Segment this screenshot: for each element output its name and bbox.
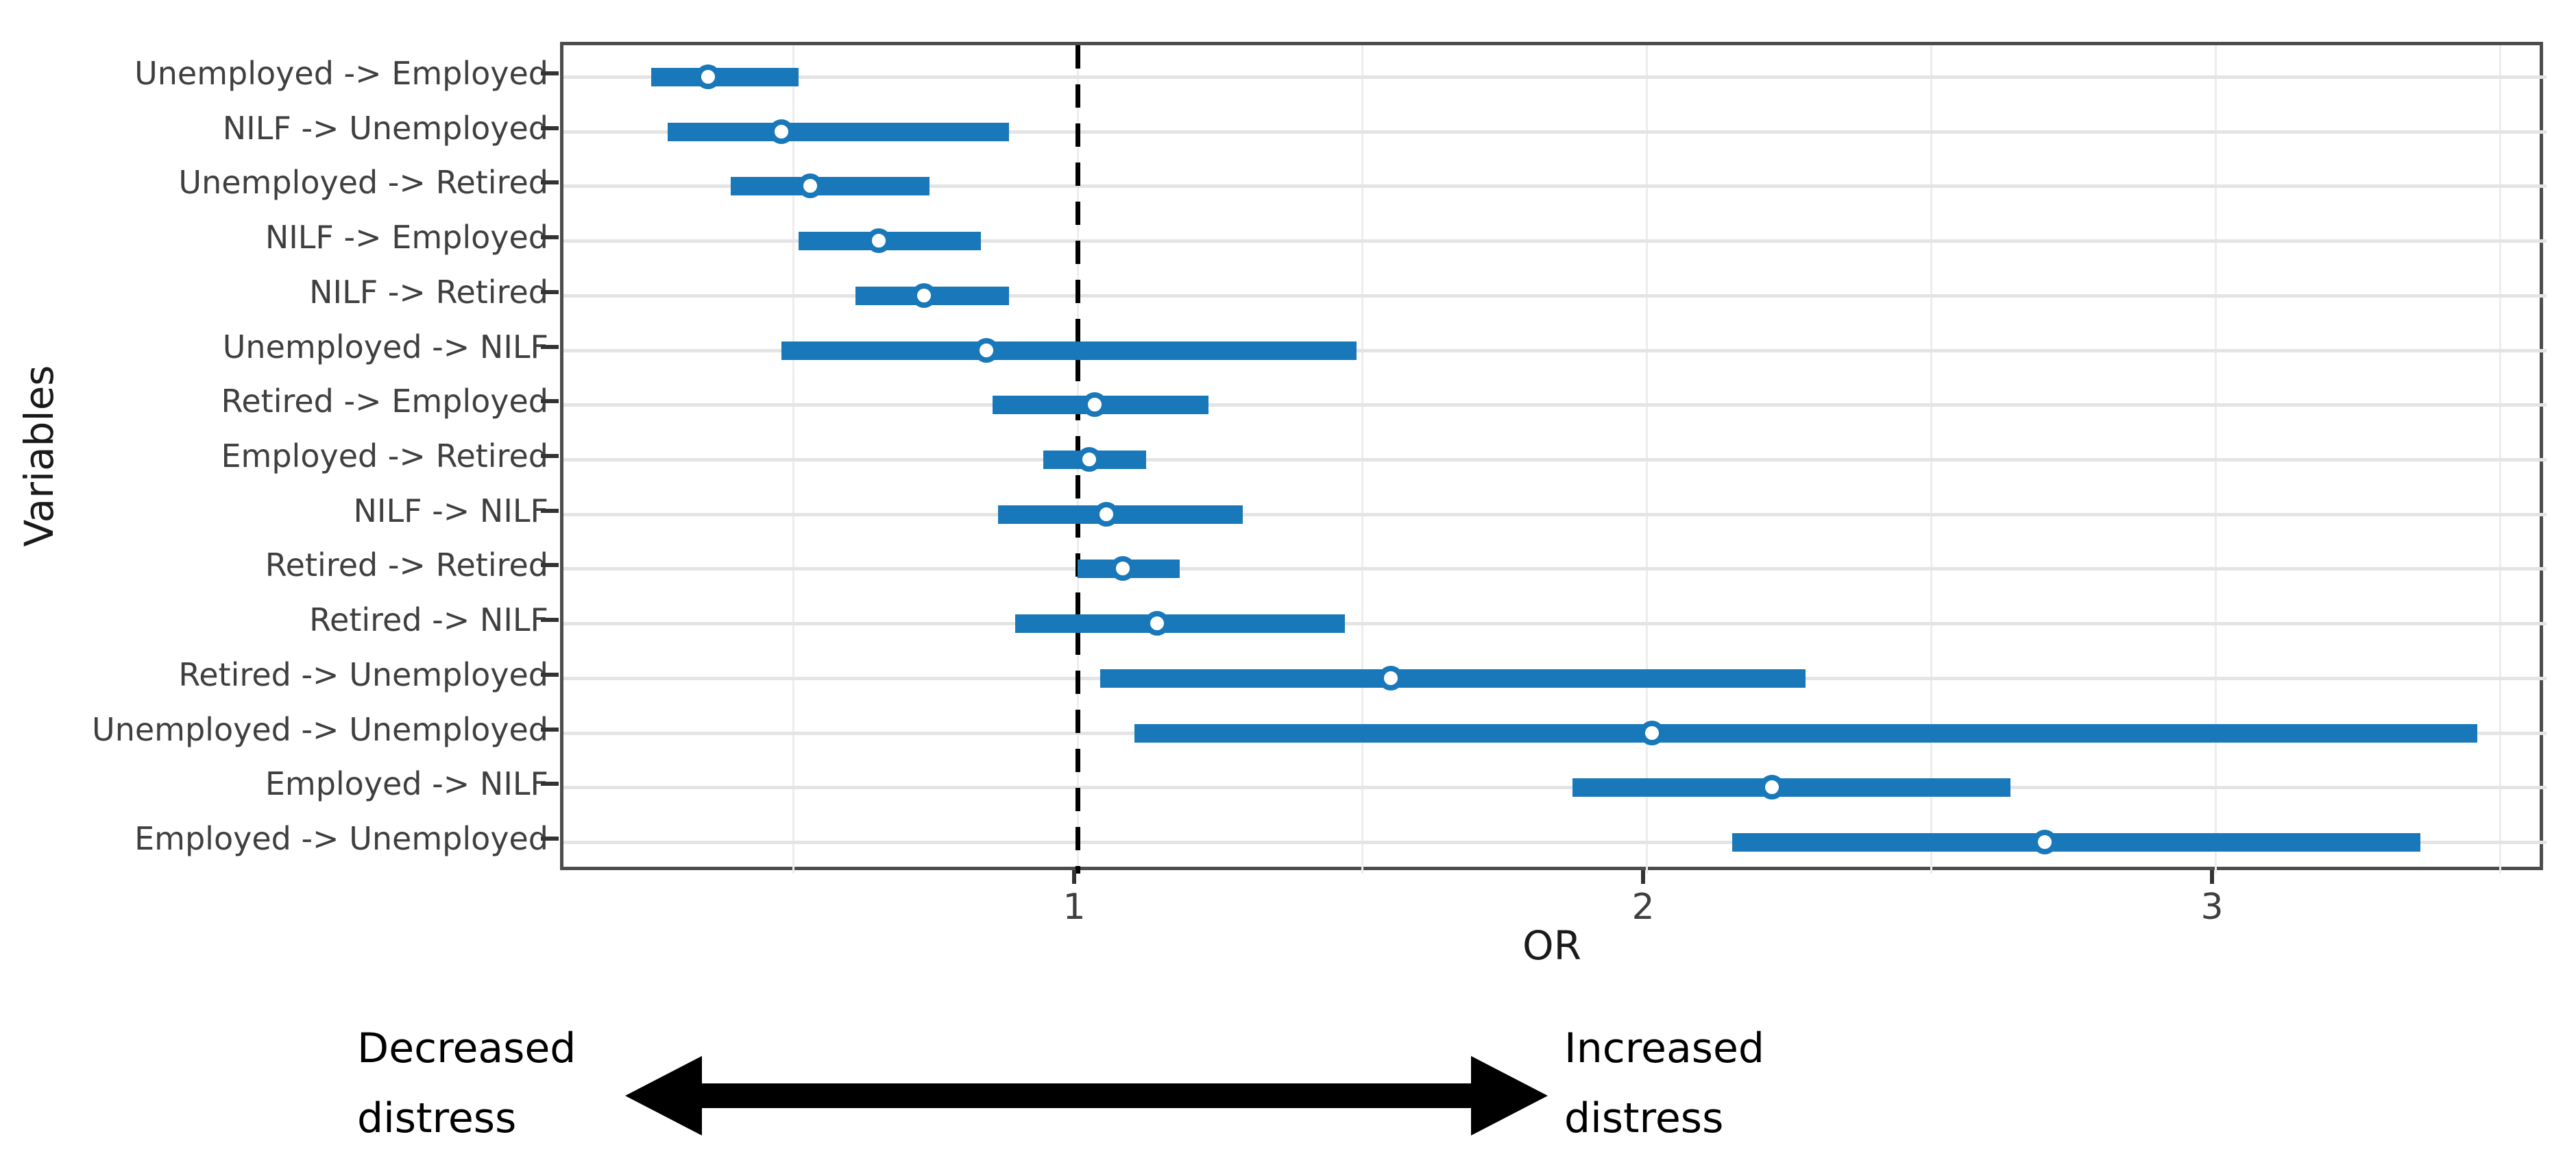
ci-bar: [1731, 833, 2420, 852]
x-tick-label: 2: [1631, 887, 1655, 928]
point-estimate-marker: [1082, 392, 1107, 418]
ci-bar: [997, 505, 1243, 524]
y-tick-mark: [541, 180, 559, 185]
x-tick-mark: [2210, 870, 2214, 884]
y-tick-mark: [541, 618, 559, 623]
y-tick-label: Employed -> NILF: [265, 765, 548, 803]
annotation-increased-line1: Increased: [1564, 1024, 1765, 1072]
point-estimate-marker: [1076, 447, 1102, 472]
y-tick-label: Unemployed -> Unemployed: [92, 710, 548, 748]
y-tick-mark: [541, 125, 559, 130]
horizontal-gridline: [563, 458, 2547, 461]
y-tick-mark: [541, 399, 559, 404]
y-tick-mark: [541, 508, 559, 513]
y-tick-mark: [541, 344, 559, 349]
annotation-decreased-distress: Decreased distress: [357, 1013, 576, 1153]
annotation-decreased-line1: Decreased: [357, 1024, 576, 1072]
y-tick-label: Retired -> Unemployed: [178, 656, 548, 693]
horizontal-gridline: [563, 130, 2547, 134]
point-estimate-marker: [1640, 720, 1665, 745]
point-estimate-marker: [797, 173, 823, 199]
horizontal-gridline: [563, 293, 2547, 298]
horizontal-gridline: [563, 512, 2547, 516]
point-estimate-marker: [866, 228, 891, 254]
x-tick-label: 1: [1062, 887, 1086, 928]
ci-bar: [668, 122, 1010, 141]
ci-bar: [1134, 723, 2477, 743]
point-estimate-marker: [1093, 501, 1119, 527]
ci-bar: [1572, 778, 2011, 797]
horizontal-gridline: [563, 348, 2547, 352]
y-tick-label: NILF -> Employed: [265, 219, 548, 256]
horizontal-gridline: [563, 786, 2547, 790]
annotation-increased-distress: Increased distress: [1564, 1013, 1764, 1153]
y-tick-mark: [541, 289, 559, 294]
point-estimate-marker: [2032, 830, 2057, 854]
y-tick-mark: [541, 727, 559, 732]
ci-bar: [651, 68, 799, 86]
horizontal-gridline: [563, 841, 2547, 844]
horizontal-gridline: [563, 75, 2547, 79]
annotation-decreased-line2: distress: [357, 1094, 517, 1142]
x-axis-title: OR: [1522, 922, 1581, 969]
x-tick-label: 3: [2200, 887, 2224, 928]
y-tick-mark: [541, 837, 559, 841]
point-estimate-marker: [1110, 556, 1136, 581]
y-tick-mark: [541, 563, 559, 568]
arrow-head-right-icon: [1471, 1056, 1548, 1136]
ci-bar: [1100, 669, 1806, 688]
point-estimate-marker: [1378, 665, 1403, 690]
point-estimate-marker: [1145, 611, 1170, 636]
arrow-head-left-icon: [625, 1056, 702, 1136]
plot-panel: [560, 42, 2547, 874]
horizontal-gridline: [563, 622, 2547, 626]
point-estimate-marker: [1759, 775, 1784, 800]
point-estimate-marker: [695, 64, 720, 89]
y-tick-mark: [541, 782, 559, 786]
horizontal-gridline: [563, 184, 2547, 189]
point-estimate-marker: [769, 119, 794, 144]
x-tick-mark: [1072, 870, 1076, 884]
y-tick-label: Unemployed -> Employed: [134, 55, 548, 92]
x-tick-mark: [1641, 870, 1645, 884]
y-tick-mark: [541, 71, 559, 75]
y-tick-label: NILF -> Unemployed: [222, 109, 548, 147]
y-tick-label: Unemployed -> NILF: [222, 328, 548, 365]
y-tick-label: Employed -> Retired: [221, 437, 548, 475]
y-axis-title: Variables: [16, 365, 62, 547]
ci-bar: [781, 341, 1357, 360]
y-tick-label: Retired -> Retired: [265, 547, 548, 584]
y-tick-label: Unemployed -> Retired: [178, 164, 548, 202]
horizontal-gridline: [563, 403, 2547, 407]
horizontal-gridline: [563, 567, 2547, 571]
y-tick-label: Employed -> Unemployed: [134, 820, 548, 857]
y-tick-label: NILF -> NILF: [353, 492, 548, 529]
ci-bar: [1014, 614, 1346, 634]
y-tick-mark: [541, 235, 559, 240]
y-tick-mark: [541, 454, 559, 458]
horizontal-gridline: [563, 239, 2547, 243]
y-tick-label: NILF -> Retired: [309, 273, 548, 311]
ci-bar: [730, 177, 930, 196]
y-tick-label: Retired -> Employed: [221, 383, 548, 420]
annotation-increased-line2: distress: [1564, 1094, 1724, 1142]
point-estimate-marker: [974, 337, 999, 363]
double-arrow-shaft: [685, 1083, 1494, 1108]
y-tick-label: Retired -> NILF: [309, 601, 548, 639]
y-tick-mark: [541, 672, 559, 677]
point-estimate-marker: [911, 283, 936, 308]
